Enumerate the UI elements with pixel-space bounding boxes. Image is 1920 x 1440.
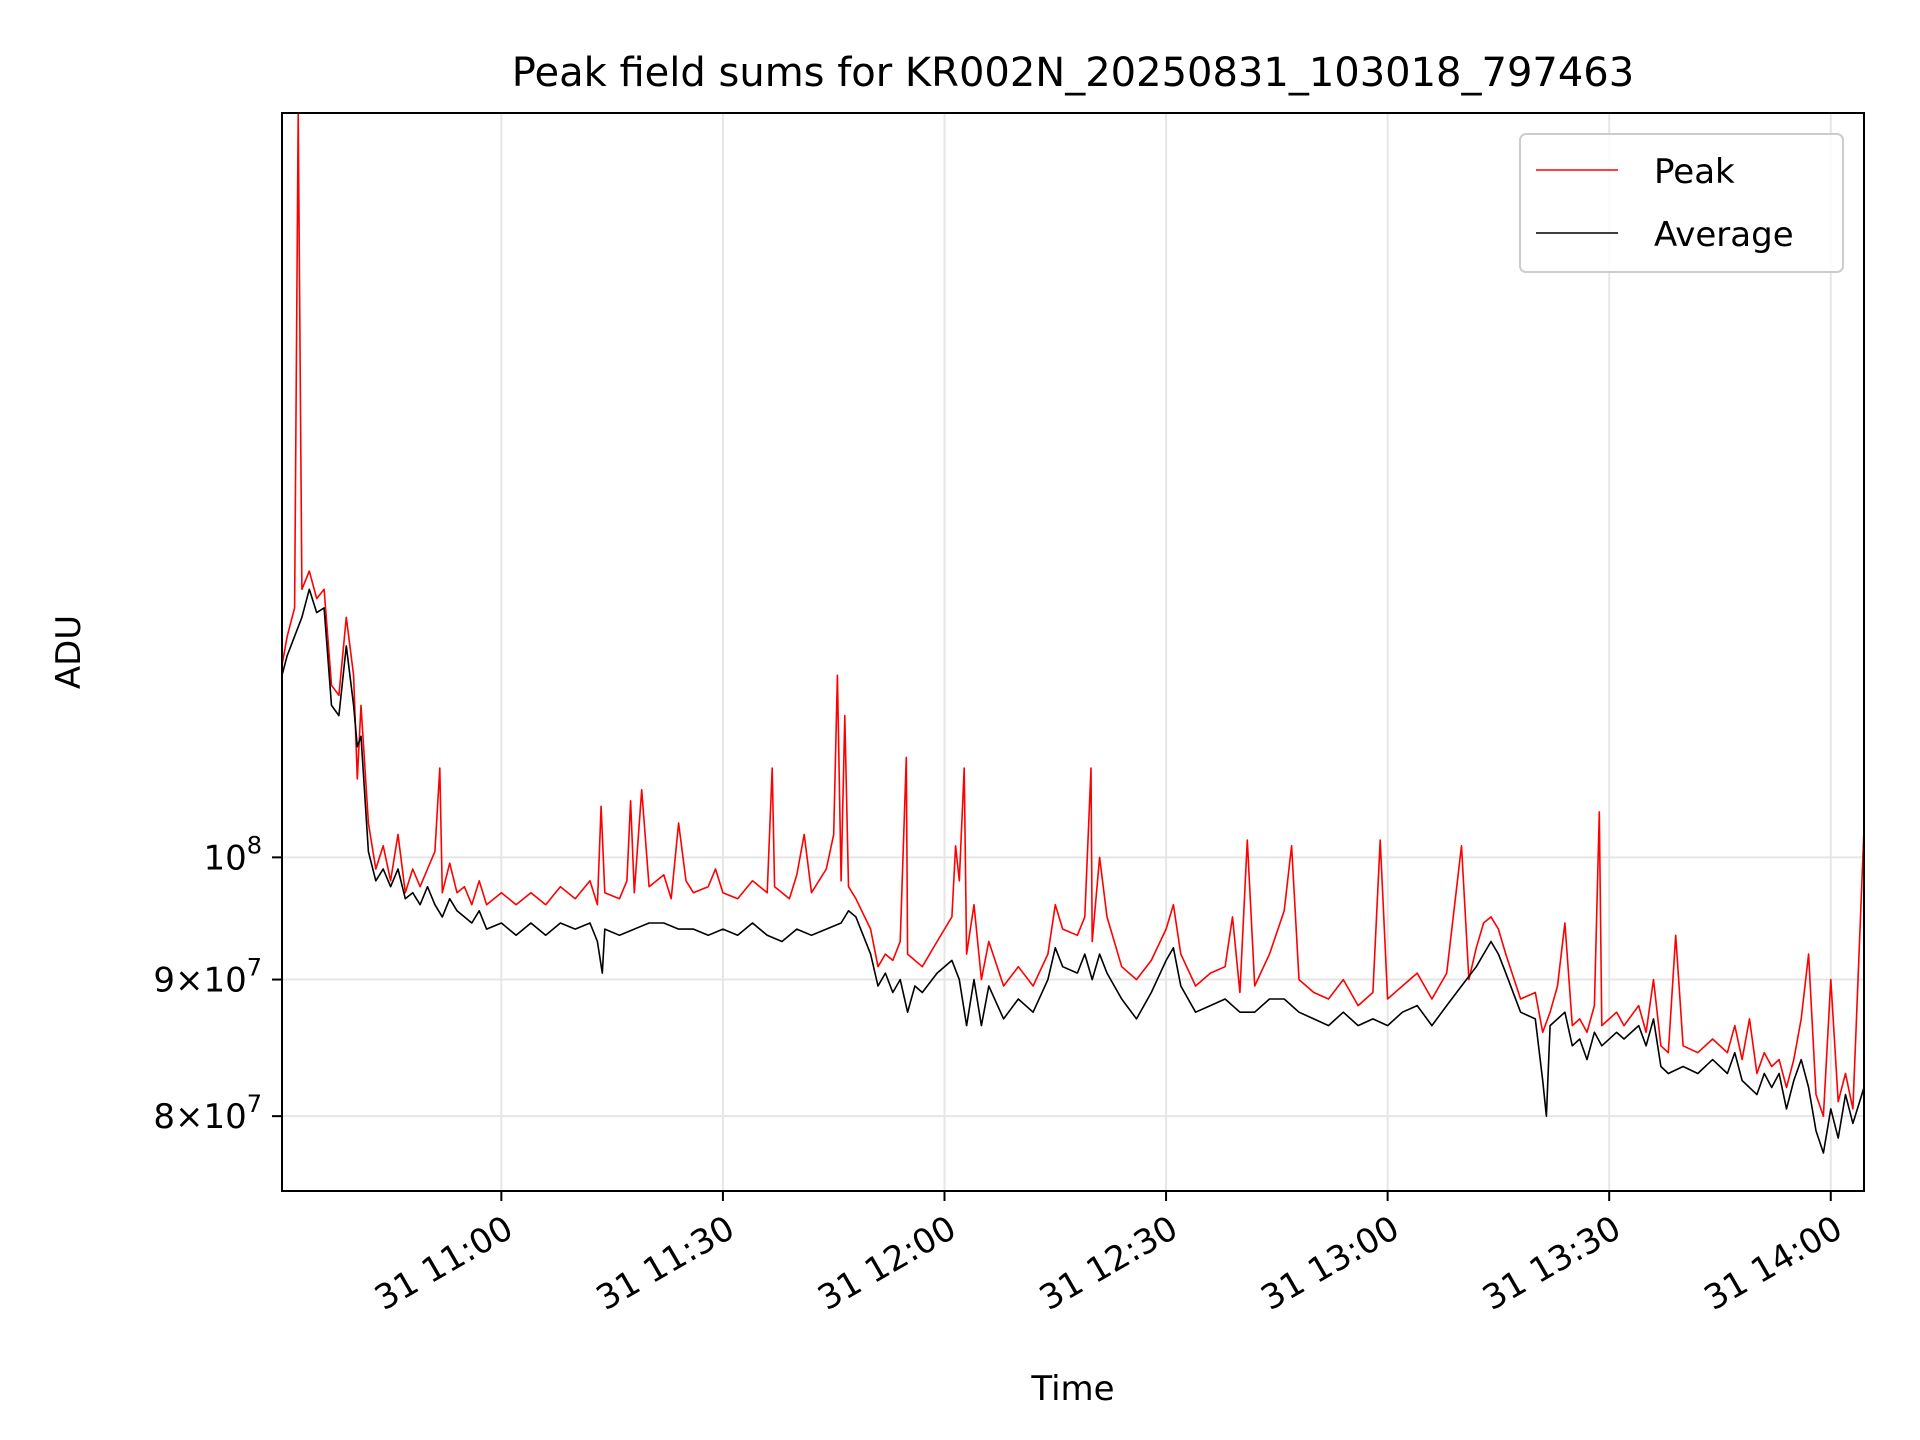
y-tick-exponent: 7 (247, 1090, 262, 1118)
y-axis-label: ADU (49, 615, 89, 689)
y-tick-base: 10 (203, 838, 246, 878)
y-tick-exponent: 8 (247, 831, 262, 859)
y-tick-times: × (175, 1097, 204, 1137)
legend-label-average: Average (1654, 215, 1794, 255)
y-tick-label: 108 (203, 831, 262, 878)
legend-box (1519, 133, 1844, 273)
y-tick-mantissa: 9 (153, 961, 175, 1001)
y-tick-exponent: 7 (247, 954, 262, 982)
plot-frame (281, 112, 1865, 1192)
y-tick-times: × (175, 961, 204, 1001)
series-layer (282, 113, 1864, 1154)
series-line-peak (282, 113, 1864, 1117)
x-axis-label: Time (1030, 1369, 1114, 1409)
legend-label-peak: Peak (1654, 152, 1735, 192)
y-tick-label: 9×107 (153, 954, 262, 1001)
y-tick-base: 10 (203, 961, 246, 1001)
chart-title: Peak field sums for KR002N_20250831_1030… (512, 50, 1634, 96)
series-line-average (282, 588, 1864, 1154)
y-tick-base: 10 (203, 1097, 246, 1137)
y-tick-mantissa: 8 (153, 1097, 175, 1137)
legend: Peak Average (1519, 133, 1844, 273)
y-tick-label: 8×107 (153, 1090, 262, 1137)
